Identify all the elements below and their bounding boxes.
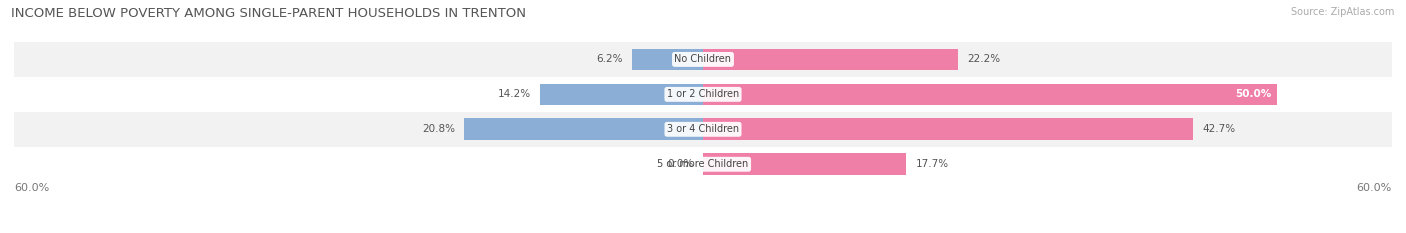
Text: 5 or more Children: 5 or more Children bbox=[658, 159, 748, 169]
Text: 3 or 4 Children: 3 or 4 Children bbox=[666, 124, 740, 134]
Bar bbox=[464, 118, 703, 140]
Text: Source: ZipAtlas.com: Source: ZipAtlas.com bbox=[1291, 7, 1395, 17]
Text: 60.0%: 60.0% bbox=[14, 184, 49, 193]
Text: INCOME BELOW POVERTY AMONG SINGLE-PARENT HOUSEHOLDS IN TRENTON: INCOME BELOW POVERTY AMONG SINGLE-PARENT… bbox=[11, 7, 526, 20]
Bar bbox=[703, 49, 957, 70]
Text: 20.8%: 20.8% bbox=[422, 124, 456, 134]
Text: 14.2%: 14.2% bbox=[498, 89, 531, 99]
Bar bbox=[631, 49, 703, 70]
Bar bbox=[540, 83, 703, 105]
Bar bbox=[703, 118, 1194, 140]
Text: No Children: No Children bbox=[675, 55, 731, 64]
Text: 17.7%: 17.7% bbox=[915, 159, 949, 169]
Bar bbox=[14, 77, 1392, 112]
Text: 22.2%: 22.2% bbox=[967, 55, 1000, 64]
Text: 42.7%: 42.7% bbox=[1202, 124, 1236, 134]
Text: 60.0%: 60.0% bbox=[1357, 184, 1392, 193]
Bar bbox=[14, 42, 1392, 77]
Bar bbox=[703, 153, 907, 175]
Bar bbox=[14, 147, 1392, 182]
Text: 50.0%: 50.0% bbox=[1234, 89, 1271, 99]
Text: 6.2%: 6.2% bbox=[596, 55, 623, 64]
Text: 0.0%: 0.0% bbox=[668, 159, 693, 169]
Bar bbox=[703, 83, 1277, 105]
Bar bbox=[14, 112, 1392, 147]
Text: 1 or 2 Children: 1 or 2 Children bbox=[666, 89, 740, 99]
